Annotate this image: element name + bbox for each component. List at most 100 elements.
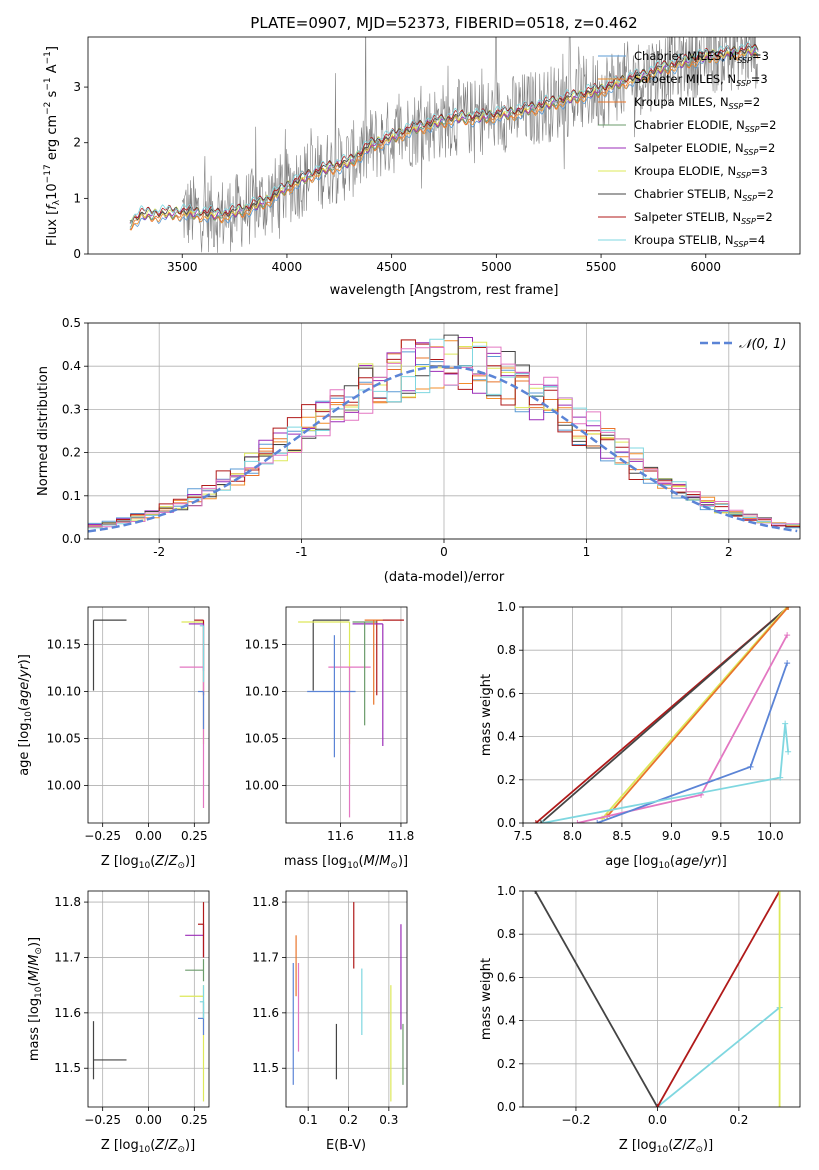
mass-ebv-xlabel: E(B-V) bbox=[326, 1138, 366, 1153]
mass-vs-ebv-plot: 0.1 0.2 0.3 11.5 11.6 11.7 11.8 bbox=[252, 890, 408, 1127]
mass-vs-metallicity-plot: −0.25 0.00 0.25 11.5 11.6 11.7 11.8 bbox=[54, 890, 210, 1127]
weight-vs-age-plot: 7.5 8.0 8.5 9.0 9.5 10.0 0.0 0.2 0.4 0.6 0.8 1.0 bbox=[497, 600, 801, 843]
weight-line bbox=[656, 891, 781, 1107]
x-tick-label: −0.25 bbox=[84, 829, 121, 843]
age-mass-xlabel: mass [log10(M/M⊙)] bbox=[284, 854, 408, 871]
normal-legend-label: 𝒩(0, 1) bbox=[739, 337, 786, 352]
residuals-xlabel: (data-model)/error bbox=[384, 570, 505, 585]
y-tick-label: 10.05 bbox=[47, 731, 81, 745]
weight-line bbox=[656, 1006, 781, 1107]
age-vs-metallicity-plot: −0.25 0.00 0.25 10.00 10.05 10.10 10.15 bbox=[47, 606, 210, 843]
y-tick-label: 0.0 bbox=[62, 532, 81, 546]
x-tick-label: 1 bbox=[583, 545, 591, 559]
x-tick-label: 8.5 bbox=[612, 829, 631, 843]
residuals-legend: 𝒩(0, 1) bbox=[700, 337, 786, 352]
x-tick-label: −0.25 bbox=[84, 1113, 121, 1127]
axes-frame bbox=[87, 890, 210, 1108]
y-tick-label: 11.8 bbox=[54, 895, 81, 909]
age-Z-ylabel: age [log10(age/yr)] bbox=[17, 654, 34, 776]
weight-marker bbox=[537, 820, 544, 823]
y-tick-label: 0.2 bbox=[62, 446, 81, 460]
y-tick-label: 11.5 bbox=[54, 1061, 81, 1075]
x-tick-label: 7.5 bbox=[513, 829, 532, 843]
weight-marker bbox=[654, 1104, 661, 1107]
weight-marker bbox=[782, 720, 789, 727]
weight-line bbox=[540, 607, 789, 823]
y-tick-label: 0.4 bbox=[497, 1014, 516, 1028]
y-tick-label: 10.15 bbox=[245, 638, 279, 652]
y-tick-label: 0.6 bbox=[497, 970, 516, 984]
y-tick-label: 1.0 bbox=[497, 600, 516, 614]
y-tick-label: 0.5 bbox=[62, 316, 81, 330]
weight-line bbox=[542, 723, 789, 823]
weight-marker bbox=[776, 891, 783, 894]
legend-label: Kroupa ELODIE, NSSP=3 bbox=[634, 164, 768, 180]
y-tick-label: 0.2 bbox=[497, 1057, 516, 1071]
legend-label: Kroupa STELIB, NSSP=4 bbox=[634, 233, 765, 249]
x-tick-label: 10.0 bbox=[757, 829, 784, 843]
legend-label: Salpeter ELODIE, NSSP=2 bbox=[634, 141, 775, 157]
x-tick-label: 5000 bbox=[481, 260, 512, 274]
x-tick-label: 8.0 bbox=[563, 829, 582, 843]
x-tick-label: 6000 bbox=[690, 260, 721, 274]
axes-frame bbox=[285, 890, 408, 1108]
axes-frame bbox=[87, 322, 801, 540]
y-tick-label: 10.00 bbox=[245, 778, 279, 792]
axes-frame bbox=[285, 606, 408, 824]
x-tick-label: 9.0 bbox=[662, 829, 681, 843]
weight-marker bbox=[594, 820, 601, 823]
y-tick-label: 10.10 bbox=[245, 685, 279, 699]
x-tick-label: -2 bbox=[153, 545, 165, 559]
weight-vs-metallicity-plot: −0.2 0.0 0.2 0.0 0.2 0.4 0.6 0.8 1.0 bbox=[497, 884, 801, 1127]
legend-label: Chabrier ELODIE, NSSP=2 bbox=[634, 118, 776, 134]
y-tick-label: 0.0 bbox=[497, 816, 516, 830]
weight-marker bbox=[777, 774, 784, 781]
spectrum-xlabel: wavelength [Angstrom, rest frame] bbox=[330, 283, 559, 298]
weight-line bbox=[534, 891, 659, 1107]
residuals-ylabel: Normed distribution bbox=[36, 366, 51, 496]
y-tick-label: 3 bbox=[73, 80, 81, 94]
x-tick-label: 0.25 bbox=[181, 829, 208, 843]
age-vs-mass-plot: 11.6 11.8 10.00 10.05 10.10 10.15 bbox=[245, 606, 415, 843]
mass-Z-ylabel: mass [log10(M/M⊙)] bbox=[27, 937, 44, 1061]
x-tick-label: 11.8 bbox=[388, 829, 415, 843]
mass-Z-xlabel: Z [log10(Z/Z⊙)] bbox=[101, 1138, 195, 1155]
model-spectrum-line bbox=[129, 41, 759, 224]
observed-spectrum-line bbox=[181, 37, 758, 253]
model-spectrum-line bbox=[129, 43, 759, 222]
legend-label: Chabrier STELIB, NSSP=2 bbox=[634, 187, 774, 203]
y-tick-label: 10.15 bbox=[47, 638, 81, 652]
weight-age-xlabel: age [log10(age/yr)] bbox=[605, 854, 727, 871]
weight-marker bbox=[532, 820, 539, 823]
axes-frame bbox=[522, 890, 801, 1108]
weight-Z-xlabel: Z [log10(Z/Z⊙)] bbox=[619, 1138, 713, 1155]
weight-line bbox=[601, 607, 788, 820]
x-tick-label: 0.1 bbox=[299, 1113, 318, 1127]
x-tick-label: 11.6 bbox=[327, 829, 354, 843]
axes-frame bbox=[87, 36, 801, 255]
residuals-plot: -2 -1 0 1 2 0.0 0.1 0.2 0.3 0.4 0.5 bbox=[62, 316, 801, 559]
y-tick-label: 11.8 bbox=[252, 895, 279, 909]
y-tick-label: 0.8 bbox=[497, 927, 516, 941]
weight-age-ylabel: mass weight bbox=[479, 674, 494, 756]
weight-marker bbox=[574, 820, 581, 823]
axes-frame bbox=[87, 606, 210, 824]
x-tick-label: 5500 bbox=[586, 260, 617, 274]
normal-distribution-curve bbox=[88, 365, 798, 533]
x-tick-label: 0.25 bbox=[181, 1113, 208, 1127]
spectrum-title: PLATE=0907, MJD=52373, FIBERID=0518, z=0… bbox=[250, 14, 637, 32]
y-tick-label: 0.1 bbox=[62, 489, 81, 503]
y-tick-label: 0.6 bbox=[497, 686, 516, 700]
y-tick-label: 11.5 bbox=[252, 1061, 279, 1075]
weight-marker bbox=[776, 1104, 783, 1107]
x-tick-label: 0.3 bbox=[379, 1113, 398, 1127]
x-tick-label: -1 bbox=[296, 545, 308, 559]
x-tick-label: 3500 bbox=[167, 260, 198, 274]
x-tick-label: 0.0 bbox=[648, 1113, 667, 1127]
y-tick-label: 11.6 bbox=[252, 1006, 279, 1020]
y-tick-label: 0.4 bbox=[497, 730, 516, 744]
x-tick-label: 4000 bbox=[272, 260, 303, 274]
y-tick-label: 0.3 bbox=[62, 402, 81, 416]
